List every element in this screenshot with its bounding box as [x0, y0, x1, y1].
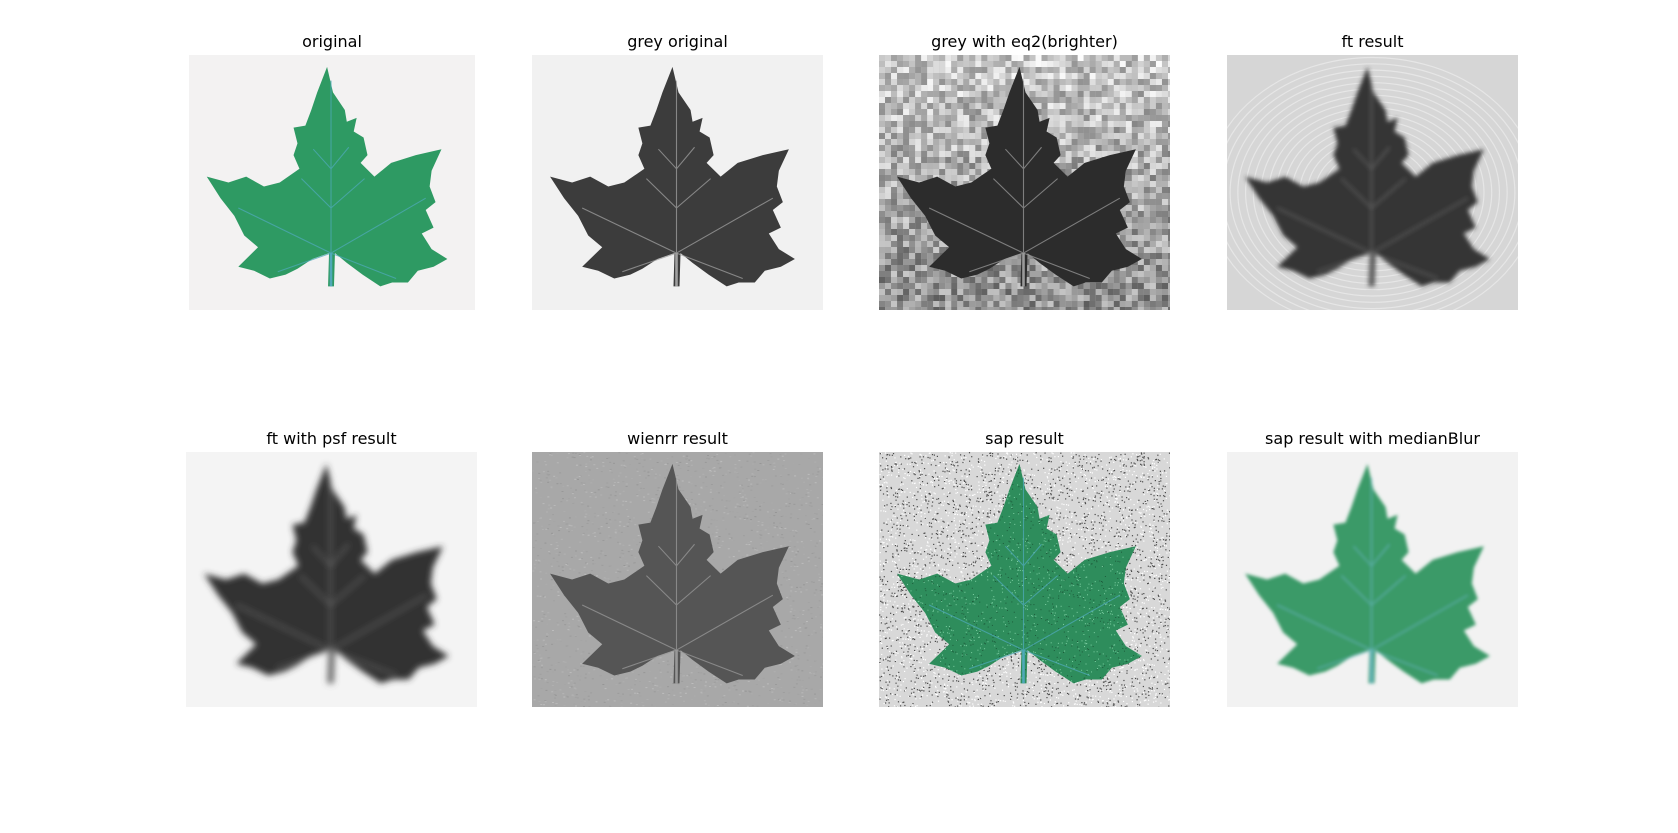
leaf-shape — [1245, 66, 1490, 287]
leaf-figure-median — [1227, 452, 1518, 707]
leaf-figure-grey — [532, 55, 823, 310]
leaf-shape — [897, 66, 1142, 287]
panel-title: wienrr result — [627, 429, 728, 448]
leaf-veins — [1276, 80, 1469, 280]
panel-sap: sap result — [879, 427, 1170, 707]
panel-title: grey with eq2(brighter) — [931, 32, 1118, 51]
leaf-veins — [238, 80, 426, 280]
panel-ft-psf: ft with psf result — [186, 427, 477, 707]
panel-grey-eq: grey with eq2(brighter) — [879, 30, 1170, 310]
leaf-figure-ft — [1227, 55, 1518, 310]
leaf-image-median — [1227, 452, 1518, 707]
leaf-figure-psf — [186, 452, 477, 707]
panel-sap-median: sap result with medianBlur — [1227, 427, 1518, 707]
panel-original: original — [189, 30, 475, 310]
leaf-figure-color — [189, 55, 475, 310]
leaf-image-original — [189, 55, 475, 310]
leaf-shape — [550, 463, 795, 684]
panel-title: grey original — [627, 32, 728, 51]
panel-title: sap result — [985, 429, 1064, 448]
leaf-image-grey — [532, 55, 823, 310]
leaf-shape — [1245, 463, 1490, 684]
panel-grey-original: grey original — [532, 30, 823, 310]
leaf-image-ft — [1227, 55, 1518, 310]
leaf-veins — [928, 80, 1121, 280]
leaf-shape — [204, 463, 449, 684]
leaf-figure-wiener — [532, 452, 823, 707]
panel-wiener: wienrr result — [532, 427, 823, 707]
leaf-image-sap — [879, 452, 1170, 707]
leaf-veins — [928, 477, 1121, 677]
leaf-figure-sap — [879, 452, 1170, 707]
panel-ft-result: ft result — [1227, 30, 1518, 310]
panel-title: ft with psf result — [266, 429, 397, 448]
panel-title: sap result with medianBlur — [1265, 429, 1480, 448]
leaf-figure-equalized — [879, 55, 1170, 310]
leaf-shape — [897, 463, 1142, 684]
leaf-veins — [581, 477, 774, 677]
leaf-image-equalized — [879, 55, 1170, 310]
panel-title: original — [302, 32, 362, 51]
leaf-image-wiener — [532, 452, 823, 707]
leaf-veins — [1276, 477, 1469, 677]
leaf-veins — [581, 80, 774, 280]
leaf-veins — [235, 477, 428, 677]
leaf-shape — [206, 66, 448, 287]
panel-title: ft result — [1341, 32, 1404, 51]
leaf-shape — [550, 66, 795, 287]
leaf-image-psf — [186, 452, 477, 707]
